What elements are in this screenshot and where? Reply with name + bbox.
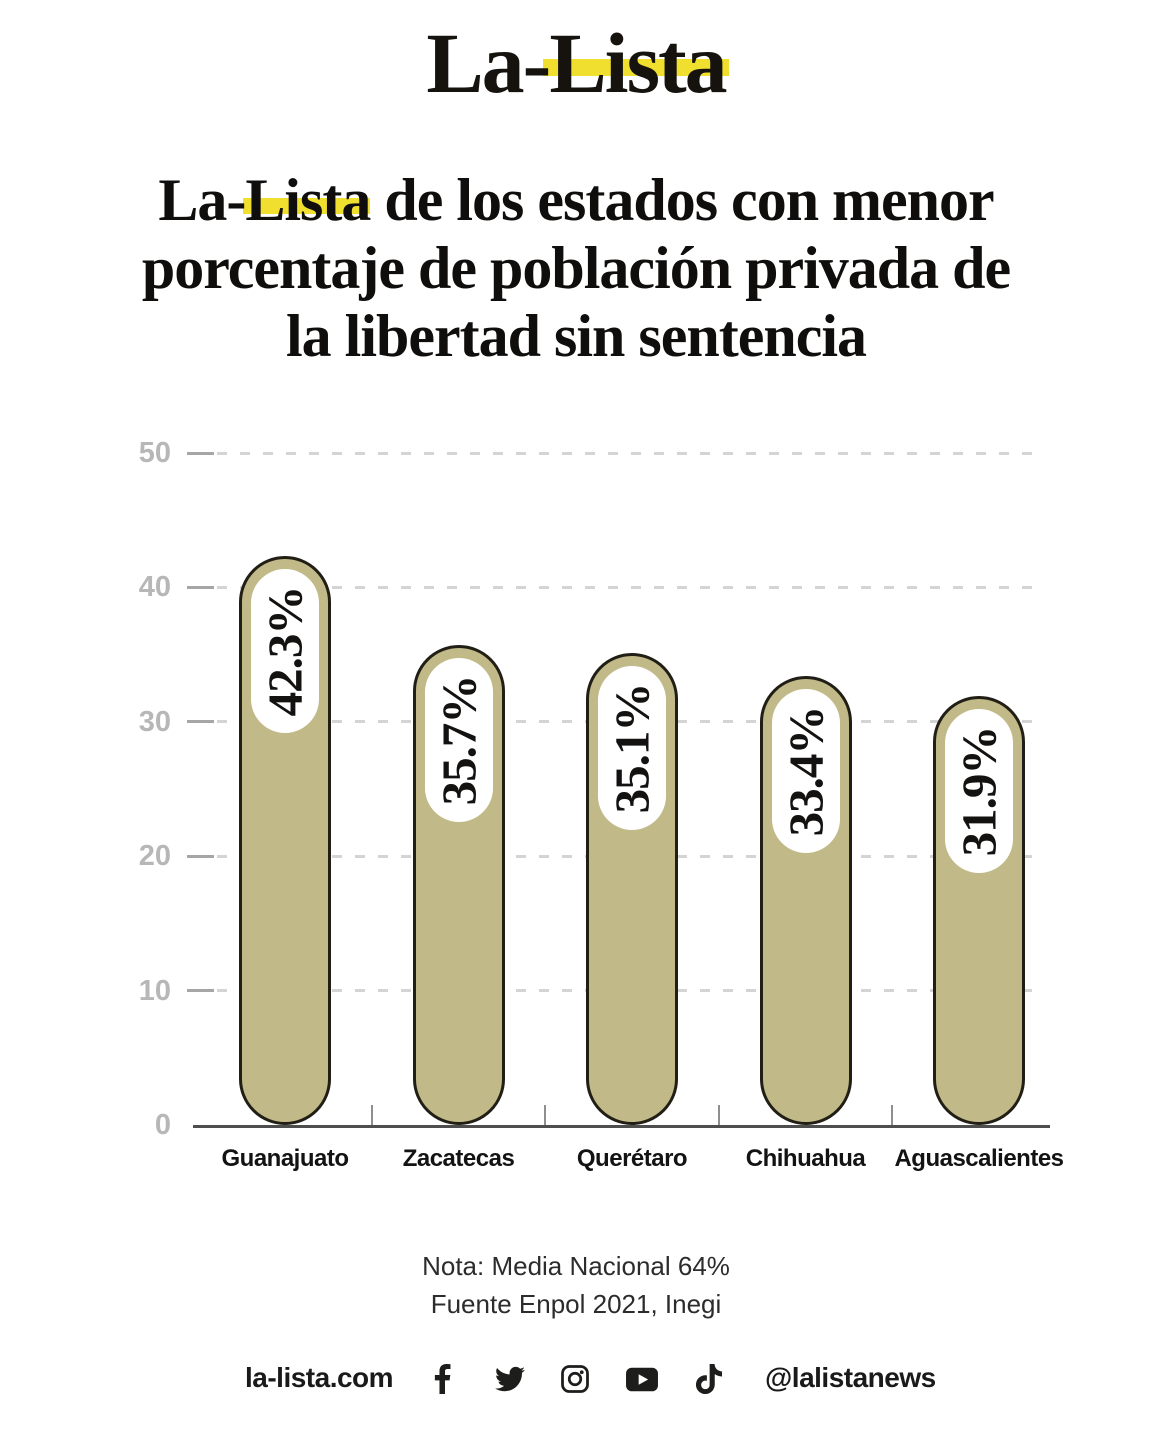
bar: 35.7% bbox=[412, 645, 505, 1125]
page-title: La-Lista de los estados con menor porcen… bbox=[0, 166, 1152, 370]
logo-text: La-Lista bbox=[426, 15, 727, 111]
chart-notes: Nota: Media Nacional 64% Fuente Enpol 20… bbox=[0, 1247, 1152, 1323]
facebook-icon bbox=[434, 1364, 451, 1394]
note-line: Nota: Media Nacional 64% bbox=[422, 1251, 730, 1281]
tiktok-icon bbox=[695, 1364, 723, 1394]
bar-value-pill: 35.7% bbox=[424, 658, 493, 822]
y-axis-label: 20 bbox=[138, 840, 171, 873]
title-line2: porcentaje de población privada de bbox=[141, 235, 1011, 302]
plot-area: 0 10 20 30 40 50 42.3% Guanajuato 35.7% Zacatecas… bbox=[139, 437, 1064, 1172]
title-line3: la libertad sin sentencia bbox=[285, 303, 867, 370]
youtube-icon bbox=[626, 1367, 658, 1392]
x-axis-label: Chihuahua bbox=[745, 1145, 866, 1172]
source-line: Fuente Enpol 2021, Inegi bbox=[430, 1289, 722, 1319]
y-axis-label: 50 bbox=[138, 437, 171, 469]
category-separator bbox=[717, 1105, 720, 1125]
social-handle-text: @lalistanews bbox=[765, 1362, 936, 1393]
bar-value-pill: 42.3% bbox=[251, 569, 319, 733]
bar: 33.4% bbox=[759, 676, 852, 1125]
bar-value-label: 42.3% bbox=[257, 586, 313, 716]
y-axis-tick bbox=[187, 854, 214, 858]
y-axis-label: 10 bbox=[138, 974, 171, 1007]
x-axis-label: Aguascalientes bbox=[894, 1145, 1064, 1172]
bar-value-label: 31.9% bbox=[951, 726, 1007, 856]
footer-social-bar: la-lista.com @lalistanews bbox=[0, 1358, 1152, 1406]
bar-value-label: 33.4% bbox=[778, 706, 833, 836]
brand-logo: La-Lista bbox=[0, 16, 1152, 110]
category-separator bbox=[370, 1105, 373, 1125]
y-axis-label: 40 bbox=[138, 571, 171, 604]
bar-value-pill: 35.1% bbox=[598, 666, 666, 830]
bar: 42.3% bbox=[239, 556, 331, 1125]
twitter-icon bbox=[495, 1366, 525, 1392]
website-text: la-lista.com bbox=[245, 1362, 394, 1393]
y-axis-tick bbox=[187, 585, 214, 589]
y-axis-tick bbox=[187, 720, 214, 724]
y-axis-tick bbox=[187, 451, 214, 455]
title-highlight-text: La-Lista bbox=[158, 167, 371, 234]
bar-value-pill: 33.4% bbox=[771, 689, 840, 853]
category-separator bbox=[544, 1105, 547, 1125]
y-axis-label: 0 bbox=[154, 1109, 171, 1141]
gridline bbox=[217, 585, 1042, 589]
x-axis-label: Zacatecas bbox=[402, 1145, 515, 1172]
category-separator bbox=[891, 1105, 894, 1125]
bar-value-pill: 31.9% bbox=[945, 709, 1013, 873]
title-line1-rest: de los estados con menor bbox=[370, 167, 994, 234]
x-axis-label: Querétaro bbox=[576, 1145, 688, 1172]
instagram-icon bbox=[561, 1365, 589, 1393]
bar-value-label: 35.1% bbox=[604, 683, 660, 813]
bar: 31.9% bbox=[933, 696, 1025, 1125]
bar-value-label: 35.7% bbox=[431, 675, 486, 805]
title-highlight-word: La-Lista bbox=[158, 166, 371, 234]
gridline bbox=[217, 451, 1042, 455]
y-axis-tick bbox=[187, 989, 214, 993]
bar: 35.1% bbox=[586, 653, 678, 1125]
y-axis-label: 30 bbox=[138, 705, 171, 738]
title-line1: La-Lista de los estados con menor bbox=[0, 166, 1152, 234]
logo-word: La-Lista bbox=[426, 15, 729, 111]
x-axis-label: Guanajuato bbox=[221, 1145, 349, 1172]
